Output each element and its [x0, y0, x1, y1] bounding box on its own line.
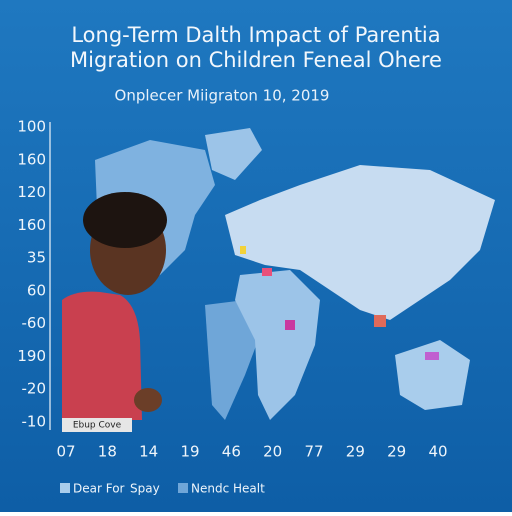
y-axis-labels: 100 160 120 160 35 60 -60 190 -20 -10	[17, 118, 46, 431]
y-axis-label: -10	[22, 413, 47, 431]
y-axis-label: -20	[22, 380, 47, 398]
x-axis-label: 18	[98, 443, 117, 461]
x-axis-label: 40	[428, 443, 447, 461]
x-axis-label: 20	[263, 443, 282, 461]
highlight	[285, 320, 295, 330]
x-axis-label: 07	[56, 443, 75, 461]
child-photo: Ebup Cove	[62, 192, 167, 432]
x-axis-label: 14	[139, 443, 158, 461]
highlight	[240, 246, 246, 254]
y-axis-label: 160	[17, 216, 46, 234]
subtitle: Onplecer Miigraton 10, 2019	[115, 87, 330, 105]
hair	[83, 192, 167, 248]
highlight	[374, 315, 386, 327]
legend-label: Spay	[130, 482, 160, 496]
legend-swatch	[60, 483, 70, 493]
x-axis-label: 29	[346, 443, 365, 461]
title-line: Migration on Children Feneal Ohere	[70, 48, 442, 72]
africa	[235, 270, 320, 420]
y-axis-label: 35	[27, 249, 46, 267]
highlight	[425, 352, 439, 360]
y-axis-label: 60	[27, 281, 46, 299]
australia	[395, 340, 470, 410]
y-axis-label: 160	[17, 150, 46, 168]
highlight	[262, 268, 272, 276]
legend-label: Dear For	[73, 482, 125, 496]
caption-box	[62, 418, 132, 432]
x-axis-label: 19	[180, 443, 199, 461]
y-axis-label: 100	[17, 118, 46, 136]
greenland	[205, 128, 262, 180]
y-axis-label: 120	[17, 183, 46, 201]
y-axis-label: 190	[17, 347, 46, 365]
title-line: Long-Term Dalth Impact of Parentia	[71, 23, 440, 47]
x-axis-label: 46	[222, 443, 241, 461]
hands	[134, 388, 162, 412]
eurasia	[225, 165, 495, 320]
legend: Dear For Spay Nendc Healt	[60, 482, 265, 496]
legend-label: Nendc Healt	[191, 482, 265, 496]
south-america	[205, 300, 262, 420]
legend-swatch	[178, 483, 188, 493]
x-axis-labels: 07 18 14 19 46 20 77 29 29 40	[56, 443, 447, 461]
photo-caption: Ebup Cove	[73, 421, 122, 431]
x-axis-label: 77	[304, 443, 323, 461]
shirt	[62, 291, 142, 420]
x-axis-label: 29	[387, 443, 406, 461]
y-axis-label: -60	[22, 314, 47, 332]
